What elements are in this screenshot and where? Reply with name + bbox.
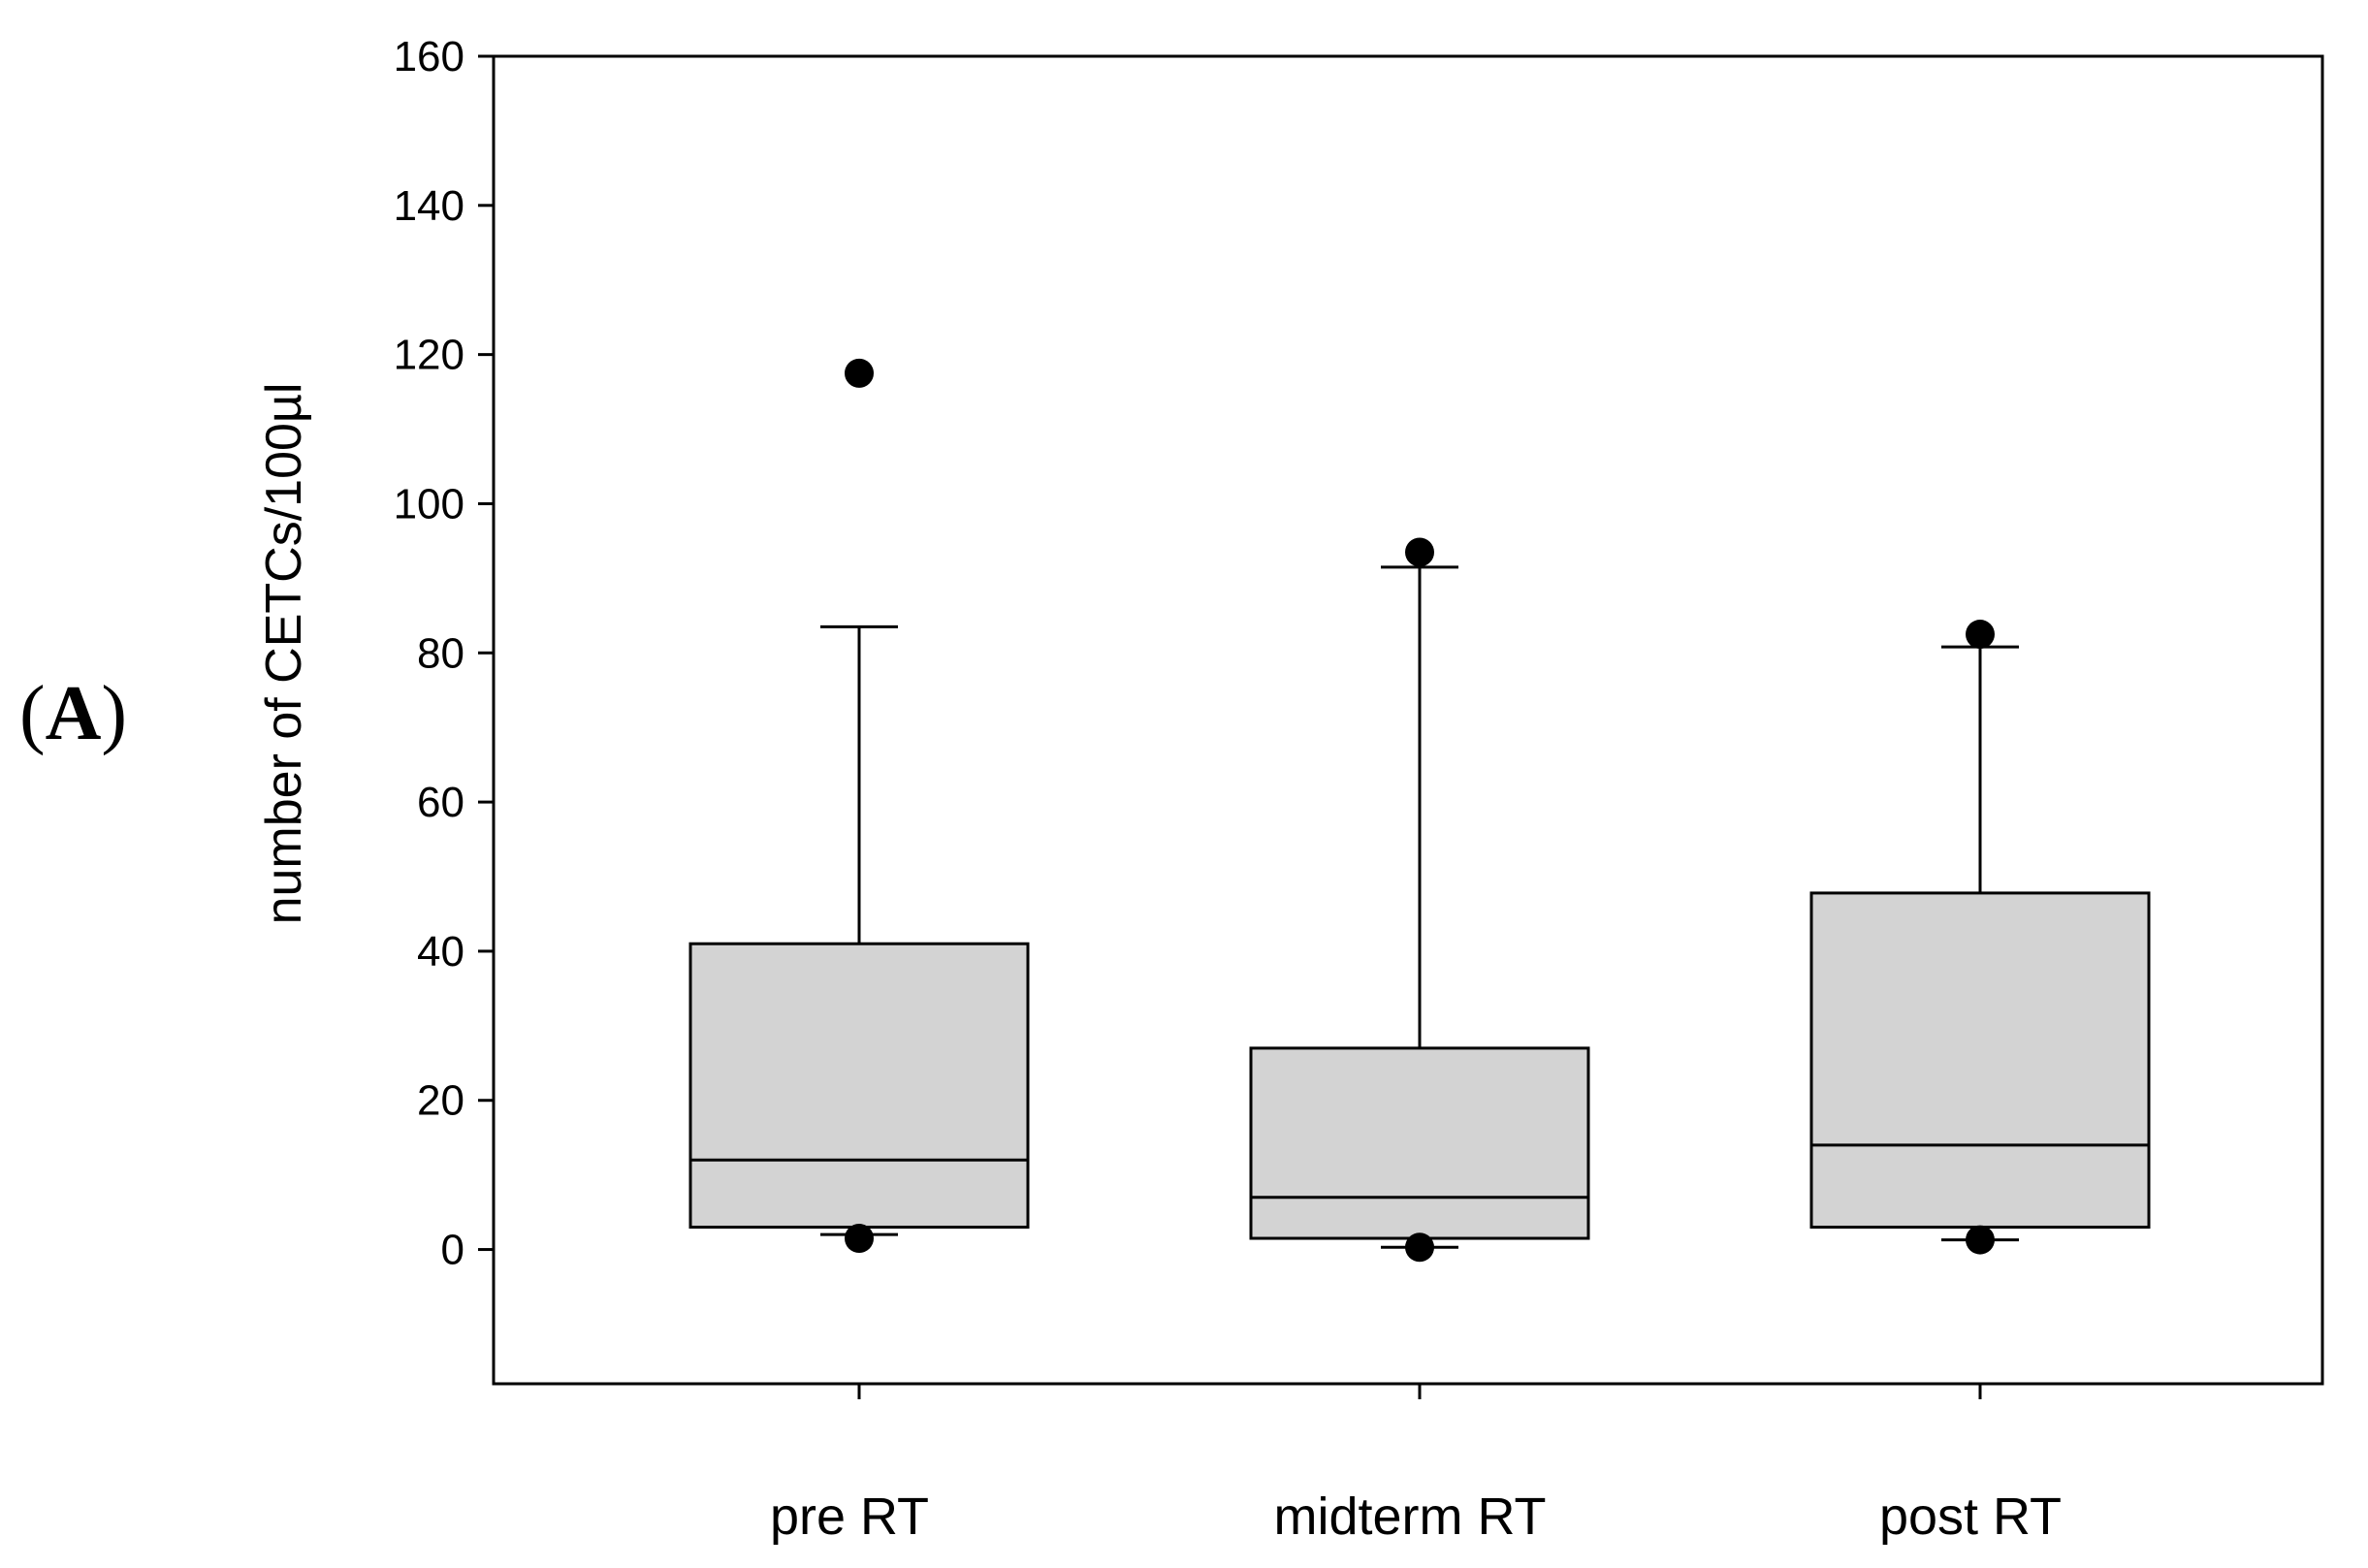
box-iqr <box>688 942 1030 1229</box>
y-tick-label: 140 <box>394 182 464 230</box>
x-tick-label: midterm RT <box>1273 1488 1546 1546</box>
y-tick-label: 80 <box>417 629 464 677</box>
panel-label: (A) <box>19 671 127 756</box>
outlier-point <box>1405 1232 1434 1263</box>
panel-label-close: ) <box>101 671 127 756</box>
y-tick-label: 160 <box>394 33 464 80</box>
panel-label-open: ( <box>19 671 46 756</box>
y-tick-label: 60 <box>417 779 464 826</box>
y-tick-label: 0 <box>441 1227 464 1274</box>
plot-area: 0 20 40 60 80 100 120 140 160 pre RT midterm RT pos… <box>394 33 2324 1546</box>
outlier-point <box>1966 1225 1995 1255</box>
y-tick-label: 20 <box>417 1077 464 1125</box>
box-iqr <box>1249 1046 1590 1240</box>
box-iqr <box>1809 891 2151 1229</box>
y-tick-label: 100 <box>394 480 464 528</box>
outlier-point <box>845 1224 874 1254</box>
x-tick-label: post RT <box>1879 1488 2062 1546</box>
outlier-point <box>1405 537 1434 567</box>
plot-frame <box>492 54 2324 1386</box>
y-tick-label: 120 <box>394 332 464 379</box>
outlier-point <box>845 358 874 388</box>
outlier-point <box>1966 620 1995 650</box>
y-axis-title: number of CETCs/100µl <box>256 383 312 925</box>
x-tick-label: pre RT <box>770 1488 929 1546</box>
panel-label-letter: A <box>46 671 102 756</box>
y-tick-label: 40 <box>417 928 464 976</box>
